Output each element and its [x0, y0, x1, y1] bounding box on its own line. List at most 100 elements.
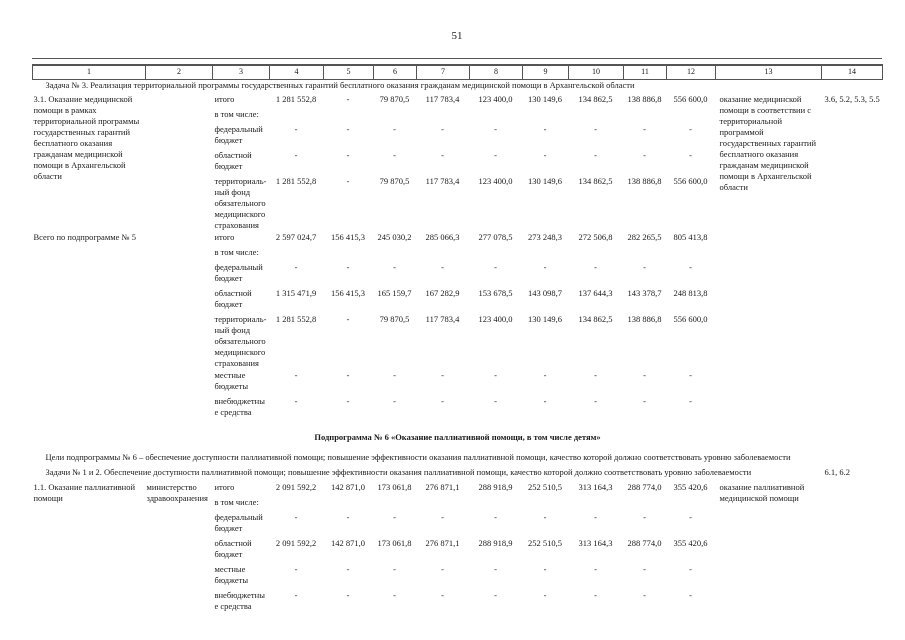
table-cell: -: [294, 262, 298, 272]
table-cell: -: [689, 150, 692, 160]
table-cell: 165 159,7: [377, 288, 412, 298]
table-cell: -: [441, 150, 444, 160]
table-cell: -: [594, 564, 597, 574]
table-cell: 143 098,7: [528, 288, 562, 298]
table-cell: -: [346, 94, 350, 104]
table-cell: -: [393, 564, 396, 574]
row-total-5-local: местные бюджеты - - - - - - - - -: [33, 370, 883, 396]
table-cell: 130 149,6: [528, 176, 562, 186]
table-cell: 313 164,3: [578, 538, 613, 548]
table-cell: 173 061,8: [377, 482, 412, 492]
table-cell: -: [643, 262, 646, 272]
table-cell: 1 281 552,8: [275, 314, 317, 324]
table-cell: -: [346, 512, 350, 522]
table-cell: 252 510,5: [528, 482, 562, 492]
row-1-1-itogo: 1.1. Оказание паллиативной помощи министе…: [33, 482, 883, 503]
table-cell: 6: [373, 64, 417, 80]
row-3-1-terr-fund: территориаль-ный фонд обязательного меди…: [33, 176, 883, 232]
row-total-5-including: в том числе:: [33, 247, 883, 262]
table-cell: 79 870,5: [379, 176, 410, 186]
table-cell: 248 813,8: [673, 288, 708, 298]
table-cell: -: [494, 396, 497, 406]
table-cell: 138 886,8: [627, 314, 662, 324]
table-cell: -: [346, 124, 350, 134]
table-cell: 123 400,0: [478, 94, 513, 104]
table-cell: -: [594, 590, 597, 600]
table-cell: -: [643, 150, 646, 160]
table-cell: 245 030,2: [377, 232, 412, 242]
budget-source-label: итого: [214, 94, 235, 104]
table-cell: -: [594, 150, 597, 160]
budget-source-label: итого: [214, 482, 235, 492]
row-1-1-including: в том числе:: [33, 497, 883, 512]
row-3-1-including: в том числе:: [33, 109, 883, 124]
table-cell: -: [441, 396, 444, 406]
table-cell: 2 091 592,2: [275, 482, 317, 492]
table-cell: -: [441, 370, 444, 380]
table-cell: -: [346, 262, 350, 272]
table-cell: -: [346, 150, 350, 160]
table-cell: -: [643, 590, 646, 600]
budget-source-label: территориаль-ный фонд обязательного меди…: [214, 314, 267, 368]
table-cell: -: [441, 590, 444, 600]
table-cell: -: [393, 124, 396, 134]
budget-source-label: областной бюджет: [214, 538, 252, 559]
measure-1-1-title: 1.1. Оказание паллиативной помощи: [33, 482, 136, 503]
finance-table-body: 1 2 3 4 5 6 7 8 9 10 11 12 13 14 Задача № 3. Реализаци…: [32, 64, 883, 616]
executor-cell: [146, 94, 213, 232]
indicator-ref-cell: [822, 482, 883, 616]
row-total-5-oblast: областной бюджет 1 315 471,9 156 415,3 165 …: [33, 288, 883, 314]
table-cell: -: [643, 564, 646, 574]
table-cell: -: [294, 564, 298, 574]
table-cell: 9: [522, 64, 569, 80]
indicator-ref-cell: [822, 232, 883, 422]
table-cell: -: [594, 124, 597, 134]
table-cell: -: [294, 150, 298, 160]
column-number-row: 1 2 3 4 5 6 7 8 9 10 11 12 13 14: [32, 64, 883, 80]
table-cell: 138 886,8: [627, 176, 662, 186]
task-3-heading: Задача № 3. Реализация территориальной п…: [45, 80, 635, 90]
table-cell: -: [494, 150, 497, 160]
table-cell: -: [441, 262, 444, 272]
table-cell: 117 783,4: [425, 94, 460, 104]
table-cell: -: [393, 262, 396, 272]
table-cell: -: [494, 124, 497, 134]
expected-result-cell: [716, 232, 822, 422]
table-cell: 138 886,8: [627, 94, 662, 104]
table-cell: -: [543, 124, 547, 134]
table-cell: 7: [416, 64, 470, 80]
table-cell: -: [594, 512, 597, 522]
row-3-1-itogo: 3.1. Оказание медицинской помощи в рамка…: [33, 94, 883, 192]
table-cell: -: [294, 396, 298, 406]
table-cell: -: [346, 396, 350, 406]
table-cell: -: [494, 262, 497, 272]
table-cell: -: [643, 396, 646, 406]
budget-source-label: в том числе:: [214, 247, 259, 257]
table-cell: 117 783,4: [425, 314, 460, 324]
table-cell: 123 400,0: [478, 314, 513, 324]
table-cell: 272 506,8: [578, 232, 613, 242]
table-cell: 11: [623, 64, 667, 80]
table-cell: 288 918,9: [478, 482, 513, 492]
table-cell: 142 871,0: [331, 482, 365, 492]
table-cell: 13: [715, 64, 822, 80]
table-cell: 288 774,0: [627, 482, 662, 492]
table-cell: 153 678,5: [478, 288, 513, 298]
table-cell: -: [643, 370, 646, 380]
table-cell: 137 644,3: [578, 288, 613, 298]
expected-result-cell: оказание паллиативной медицинской помощи: [719, 482, 805, 503]
table-cell: 1 281 552,8: [275, 176, 317, 186]
row-1-1-extrabudget: внебюджетные средства - - - - - - - - -: [33, 590, 883, 616]
table-cell: -: [294, 124, 298, 134]
table-cell: -: [594, 396, 597, 406]
table-cell: -: [543, 590, 547, 600]
tasks-1-2-row: Задачи № 1 и 2. Обеспечение доступности …: [33, 467, 883, 482]
table-cell: 1: [32, 64, 146, 80]
table-cell: -: [494, 564, 497, 574]
subprogram-6-goals: Цели подпрограммы № 6 – обеспечение дост…: [45, 452, 791, 462]
table-top-rule: [32, 58, 882, 59]
task-3-row: Задача № 3. Реализация территориальной п…: [33, 80, 883, 95]
table-cell: 556 600,0: [673, 314, 708, 324]
tasks-1-2-heading: Задачи № 1 и 2. Обеспечение доступности …: [45, 467, 752, 477]
budget-source-label: внебюджетные средства: [214, 590, 265, 611]
